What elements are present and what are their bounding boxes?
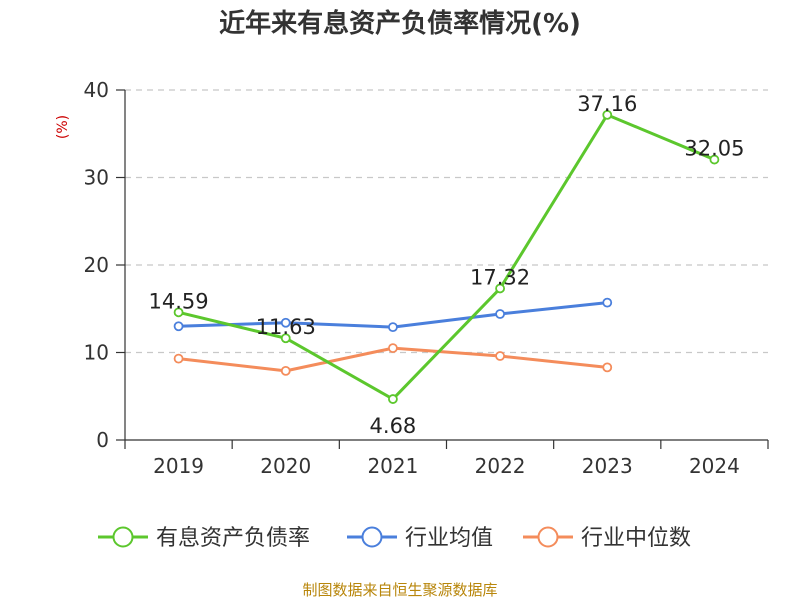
data-point bbox=[388, 322, 398, 333]
data-point bbox=[388, 343, 398, 354]
data-label: 4.68 bbox=[370, 414, 417, 438]
data-point bbox=[173, 353, 184, 364]
grid-lines bbox=[125, 89, 768, 354]
source-note: 制图数据来自恒生聚源数据库 bbox=[302, 581, 497, 599]
series-line bbox=[178, 113, 715, 401]
data-point bbox=[495, 283, 505, 294]
y-tick-label: 20 bbox=[84, 253, 109, 277]
data-point bbox=[280, 333, 291, 344]
legend-swatch-marker bbox=[361, 526, 383, 548]
data-point bbox=[173, 307, 184, 318]
data-point bbox=[173, 321, 184, 332]
y-tick-label: 40 bbox=[84, 78, 109, 102]
legend-swatch-marker bbox=[112, 526, 134, 548]
data-label: 11.63 bbox=[256, 315, 316, 339]
x-tick-label: 2023 bbox=[582, 454, 633, 478]
legend-swatch-marker bbox=[537, 526, 559, 548]
legend-item[interactable]: 行业均值 bbox=[347, 526, 493, 551]
legend-item[interactable]: 有息资产负债率 bbox=[98, 526, 310, 551]
data-point bbox=[709, 154, 720, 165]
data-label: 14.59 bbox=[149, 289, 209, 313]
data-point bbox=[495, 351, 505, 361]
legend-item[interactable]: 行业中位数 bbox=[523, 526, 691, 551]
data-point bbox=[495, 309, 505, 319]
chart-title: 近年来有息资产负债率情况(%) bbox=[219, 8, 581, 39]
series-layer bbox=[173, 109, 720, 404]
legend-label: 行业中位数 bbox=[581, 526, 691, 551]
data-labels: 14.59 11.63 4.68 17.32 37.16 32.05 bbox=[149, 92, 745, 438]
x-tick-label: 2024 bbox=[689, 454, 740, 478]
data-point bbox=[280, 317, 291, 328]
x-tick-label: 2021 bbox=[367, 454, 418, 478]
axes: 0 10 20 30 40 2019 2020 2021 2022 2023 2024 bbox=[84, 78, 769, 478]
data-point bbox=[602, 109, 613, 120]
y-tick-label: 10 bbox=[84, 341, 109, 365]
legend-label: 有息资产负债率 bbox=[156, 526, 310, 551]
y-axis-label: (%) bbox=[55, 115, 71, 139]
x-tick-label: 2020 bbox=[260, 454, 311, 478]
data-point bbox=[602, 297, 613, 308]
data-point bbox=[280, 365, 291, 376]
data-point bbox=[388, 394, 398, 404]
data-label: 17.32 bbox=[470, 265, 530, 289]
x-tick-label: 2019 bbox=[153, 454, 204, 478]
x-tick-label: 2022 bbox=[475, 454, 526, 478]
legend[interactable]: 有息资产负债率 行业均值 行业中位数 bbox=[98, 526, 691, 551]
data-label: 32.05 bbox=[684, 137, 744, 161]
data-label: 37.16 bbox=[577, 92, 637, 116]
legend-label: 行业均值 bbox=[405, 526, 493, 551]
data-point bbox=[602, 362, 613, 373]
y-tick-label: 0 bbox=[96, 428, 109, 452]
y-tick-label: 30 bbox=[84, 166, 109, 190]
